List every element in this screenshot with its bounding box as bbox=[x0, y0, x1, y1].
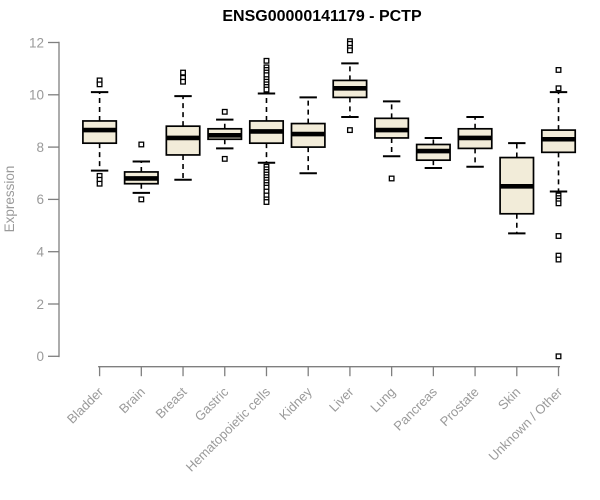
boxplot-brain bbox=[123, 141, 159, 203]
boxplot-breast bbox=[165, 69, 201, 181]
outlier-point bbox=[555, 200, 562, 207]
y-axis: 0 2 4 6 8 10 12 bbox=[29, 35, 60, 364]
x-tick-label-gastric: Gastric bbox=[192, 384, 232, 424]
outlier-point bbox=[346, 47, 353, 54]
outlier-point bbox=[263, 57, 270, 64]
x-tick-label-lung: Lung bbox=[367, 384, 398, 415]
boxplot-hematopoietic-cells bbox=[248, 57, 285, 205]
boxplot-prostate bbox=[457, 116, 493, 168]
outlier-point bbox=[555, 353, 562, 360]
x-tick-label-kidney: Kidney bbox=[276, 384, 315, 423]
boxplot-lung bbox=[374, 100, 410, 182]
boxplot-liver bbox=[332, 38, 368, 134]
boxplot-gastric bbox=[207, 108, 243, 162]
x-tick-label-pancreas: Pancreas bbox=[391, 384, 441, 434]
y-tick-label: 4 bbox=[36, 245, 44, 260]
boxplot-kidney bbox=[290, 96, 326, 175]
outlier-point bbox=[180, 78, 186, 85]
outlier-point bbox=[555, 67, 562, 73]
boxplot-unknown-other bbox=[540, 67, 577, 360]
y-tick-label: 12 bbox=[29, 35, 44, 50]
outlier-point bbox=[263, 86, 270, 93]
boxplot-pancreas bbox=[415, 136, 451, 170]
outlier-point bbox=[388, 175, 395, 182]
outlier-point bbox=[555, 233, 562, 239]
x-tick-label-unknown-other: Unknown / Other bbox=[486, 384, 566, 464]
boxplot-series bbox=[82, 38, 577, 360]
outlier-point bbox=[555, 85, 562, 92]
outlier-point bbox=[138, 196, 145, 203]
y-tick-label: 8 bbox=[36, 140, 44, 155]
outlier-point bbox=[555, 256, 562, 263]
x-tick-label-brain: Brain bbox=[116, 384, 148, 416]
iqr-box bbox=[165, 125, 201, 156]
y-tick-label: 2 bbox=[36, 297, 44, 312]
x-tick-label-breast: Breast bbox=[152, 384, 189, 421]
y-tick-label: 0 bbox=[36, 349, 44, 364]
page-title: ENSG00000141179 - PCTP bbox=[222, 8, 422, 25]
boxplot-bladder bbox=[82, 77, 118, 187]
y-tick-label: 6 bbox=[36, 192, 44, 207]
outlier-point bbox=[221, 108, 228, 115]
x-tick-label-prostate: Prostate bbox=[437, 384, 482, 429]
y-tick-label: 10 bbox=[29, 88, 44, 103]
outlier-point bbox=[346, 127, 353, 134]
outlier-point bbox=[138, 141, 145, 148]
boxplot-skin bbox=[499, 142, 535, 235]
outlier-point bbox=[96, 180, 103, 187]
y-axis-title: Expression bbox=[2, 166, 17, 233]
x-tick-label-liver: Liver bbox=[326, 384, 357, 415]
x-tick-label-skin: Skin bbox=[495, 384, 523, 412]
outlier-point bbox=[180, 69, 186, 76]
x-tick-label-bladder: Bladder bbox=[64, 384, 107, 427]
outlier-point bbox=[221, 155, 228, 162]
outlier-point bbox=[96, 81, 103, 88]
outlier-point bbox=[263, 199, 270, 205]
